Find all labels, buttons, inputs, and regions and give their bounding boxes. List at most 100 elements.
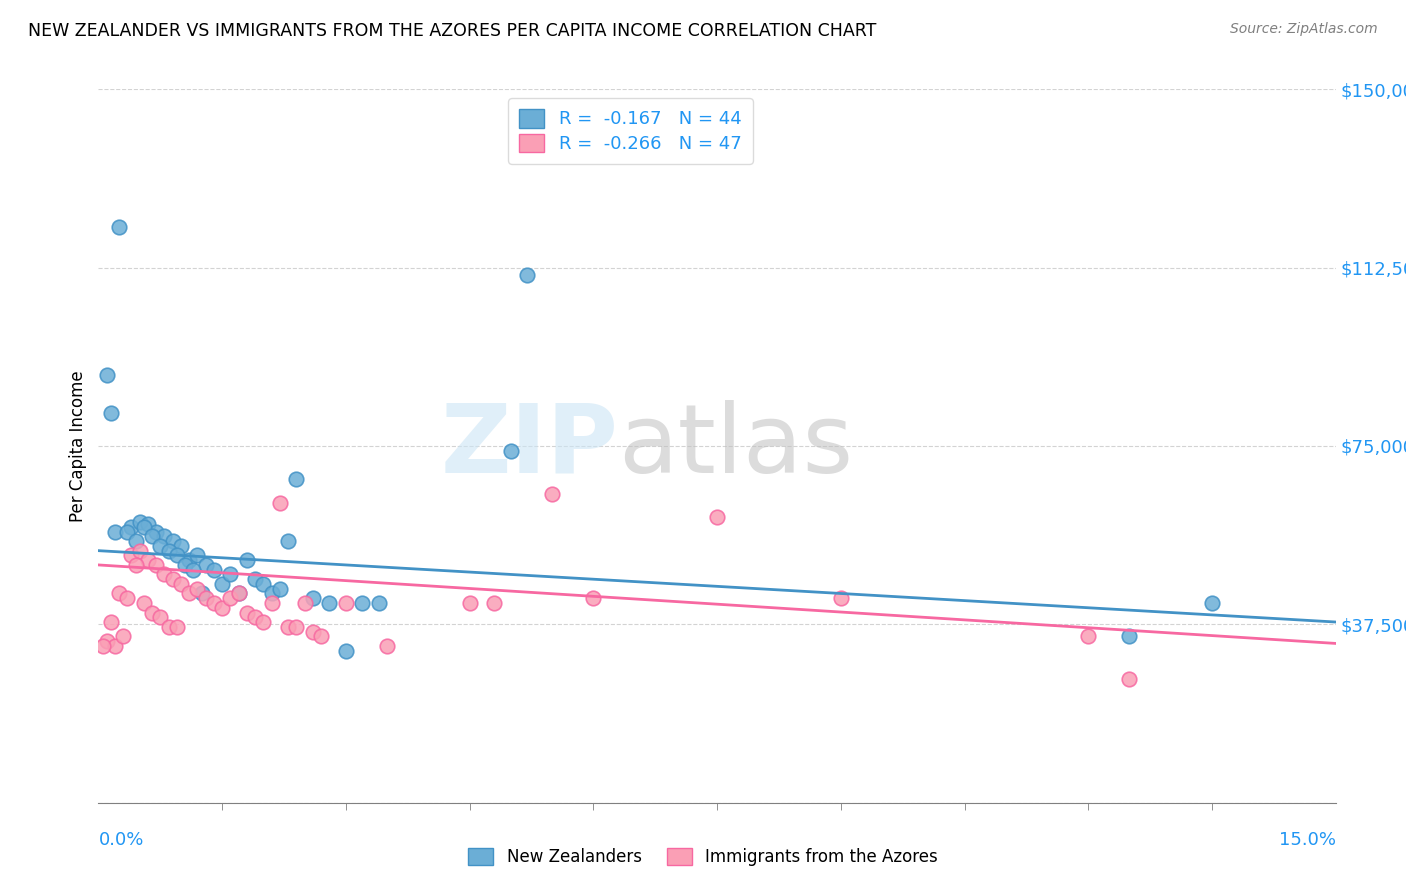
Point [830, 591, 852, 606]
Point [132, 520, 155, 534]
Point [162, 534, 184, 549]
Point [190, 586, 212, 600]
Point [145, 524, 167, 539]
Text: Source: ZipAtlas.com: Source: ZipAtlas.com [1230, 22, 1378, 37]
Point [145, 558, 167, 572]
Text: NEW ZEALANDER VS IMMIGRANTS FROM THE AZORES PER CAPITA INCOME CORRELATION CHART: NEW ZEALANDER VS IMMIGRANTS FROM THE AZO… [28, 22, 876, 40]
Point [141, 606, 163, 620]
Point [179, 586, 201, 600]
Point [260, 596, 283, 610]
Point [219, 567, 242, 582]
Point [252, 577, 274, 591]
Point [117, 591, 139, 606]
Point [120, 520, 142, 534]
Point [153, 529, 176, 543]
Point [294, 596, 316, 610]
Point [166, 620, 188, 634]
Point [157, 620, 180, 634]
Point [228, 586, 250, 600]
Point [277, 534, 299, 549]
Point [211, 600, 233, 615]
Point [318, 596, 340, 610]
Legend: New Zealanders, Immigrants from the Azores: New Zealanders, Immigrants from the Azor… [460, 840, 946, 875]
Point [194, 558, 217, 572]
Point [170, 577, 193, 591]
Point [582, 591, 605, 606]
Text: 0.0%: 0.0% [98, 831, 143, 849]
Point [186, 582, 208, 596]
Point [104, 524, 127, 539]
Point [335, 643, 357, 657]
Point [302, 591, 325, 606]
Point [302, 624, 325, 639]
Point [309, 629, 332, 643]
Point [124, 534, 146, 549]
Point [375, 639, 398, 653]
Point [181, 563, 204, 577]
Point [112, 629, 135, 643]
Point [541, 486, 564, 500]
Point [136, 553, 159, 567]
Legend: R =  -0.167   N = 44, R =  -0.266   N = 47: R = -0.167 N = 44, R = -0.266 N = 47 [509, 98, 752, 164]
Point [128, 515, 150, 529]
Point [91, 639, 114, 653]
Point [117, 524, 139, 539]
Point [243, 572, 266, 586]
Point [277, 620, 299, 634]
Point [179, 553, 201, 567]
Point [335, 596, 357, 610]
Point [219, 591, 242, 606]
Point [260, 586, 283, 600]
Point [149, 539, 172, 553]
Point [174, 558, 197, 572]
Point [108, 586, 131, 600]
Point [153, 567, 176, 582]
Point [269, 496, 291, 510]
Text: atlas: atlas [619, 400, 853, 492]
Point [1118, 629, 1140, 643]
Point [516, 268, 538, 282]
Point [141, 529, 163, 543]
Point [458, 596, 481, 610]
Point [186, 549, 208, 563]
Point [104, 639, 127, 653]
Point [132, 596, 155, 610]
Point [352, 596, 374, 610]
Point [1077, 629, 1099, 643]
Point [120, 549, 142, 563]
Point [285, 472, 308, 486]
Point [136, 517, 159, 532]
Point [285, 620, 308, 634]
Point [269, 582, 291, 596]
Y-axis label: Per Capita Income: Per Capita Income [69, 370, 87, 522]
Point [1201, 596, 1223, 610]
Point [108, 220, 131, 235]
Text: ZIP: ZIP [440, 400, 619, 492]
Point [162, 572, 184, 586]
Point [367, 596, 389, 610]
Point [236, 606, 259, 620]
Point [706, 510, 728, 524]
Point [194, 591, 217, 606]
Point [96, 634, 118, 648]
Point [1118, 672, 1140, 686]
Point [228, 586, 250, 600]
Text: 15.0%: 15.0% [1278, 831, 1336, 849]
Point [252, 615, 274, 629]
Point [499, 443, 522, 458]
Point [124, 558, 146, 572]
Point [149, 610, 172, 624]
Point [484, 596, 506, 610]
Point [96, 368, 118, 382]
Point [202, 596, 225, 610]
Point [100, 406, 122, 420]
Point [202, 563, 225, 577]
Point [100, 615, 122, 629]
Point [157, 543, 180, 558]
Point [170, 539, 193, 553]
Point [128, 543, 150, 558]
Point [211, 577, 233, 591]
Point [236, 553, 259, 567]
Point [166, 549, 188, 563]
Point [243, 610, 266, 624]
